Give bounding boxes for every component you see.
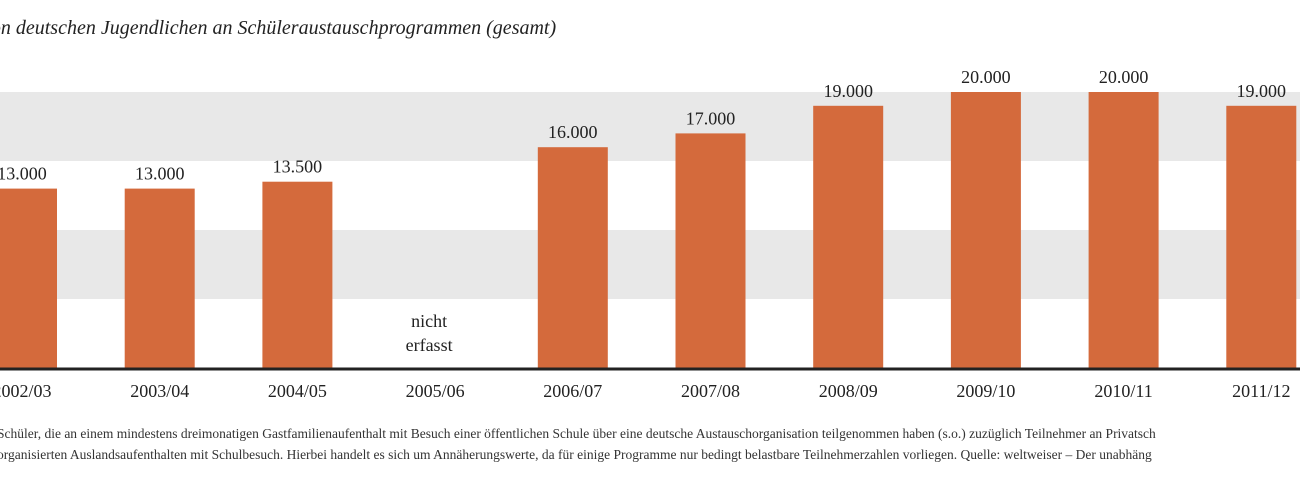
data-label: 19.000 [823, 81, 873, 101]
data-label: 17.000 [686, 108, 736, 128]
grid-band [0, 92, 1300, 161]
x-tick-label: 2005/06 [406, 381, 465, 401]
bar-2002/03 [0, 188, 57, 368]
footnote-line-1: Schüler, die an einem mindestens dreimon… [0, 426, 1156, 441]
bar-2008/09 [813, 105, 884, 369]
data-label: 20.000 [961, 67, 1011, 87]
x-tick-label: 2011/12 [1232, 381, 1290, 401]
x-tick-label: 2007/08 [681, 381, 740, 401]
x-tick-label: 2002/03 [0, 381, 52, 401]
bar-2006/07 [537, 147, 608, 368]
x-tick-label: 2006/07 [543, 381, 602, 401]
missing-label: erfasst [406, 335, 453, 355]
missing-label: nicht [411, 311, 447, 331]
x-tick-label: 2009/10 [956, 381, 1015, 401]
chart-title: von deutschen Jugendlichen an Schüleraus… [0, 17, 557, 39]
footnote-line-2: organisierten Auslandsaufenthalten mit S… [0, 447, 1152, 462]
data-label: 16.000 [548, 122, 598, 142]
x-tick-label: 2004/05 [268, 381, 327, 401]
x-tick-label: 2010/11 [1094, 381, 1152, 401]
bar-2004/05 [262, 181, 333, 368]
data-label: 13.000 [135, 164, 185, 184]
data-label: 19.000 [1237, 81, 1287, 101]
data-label: 13.000 [0, 164, 47, 184]
x-tick-label: 2008/09 [819, 381, 878, 401]
data-label: 13.500 [273, 157, 323, 177]
bar-2010/11 [1088, 92, 1159, 368]
grid-band [0, 230, 1300, 299]
bar-2007/08 [675, 133, 746, 368]
bar-2003/04 [124, 188, 195, 368]
data-label: 20.000 [1099, 67, 1149, 87]
bar-2009/10 [950, 92, 1021, 368]
x-tick-label: 2003/04 [130, 381, 189, 401]
bar-2011/12 [1226, 105, 1297, 369]
